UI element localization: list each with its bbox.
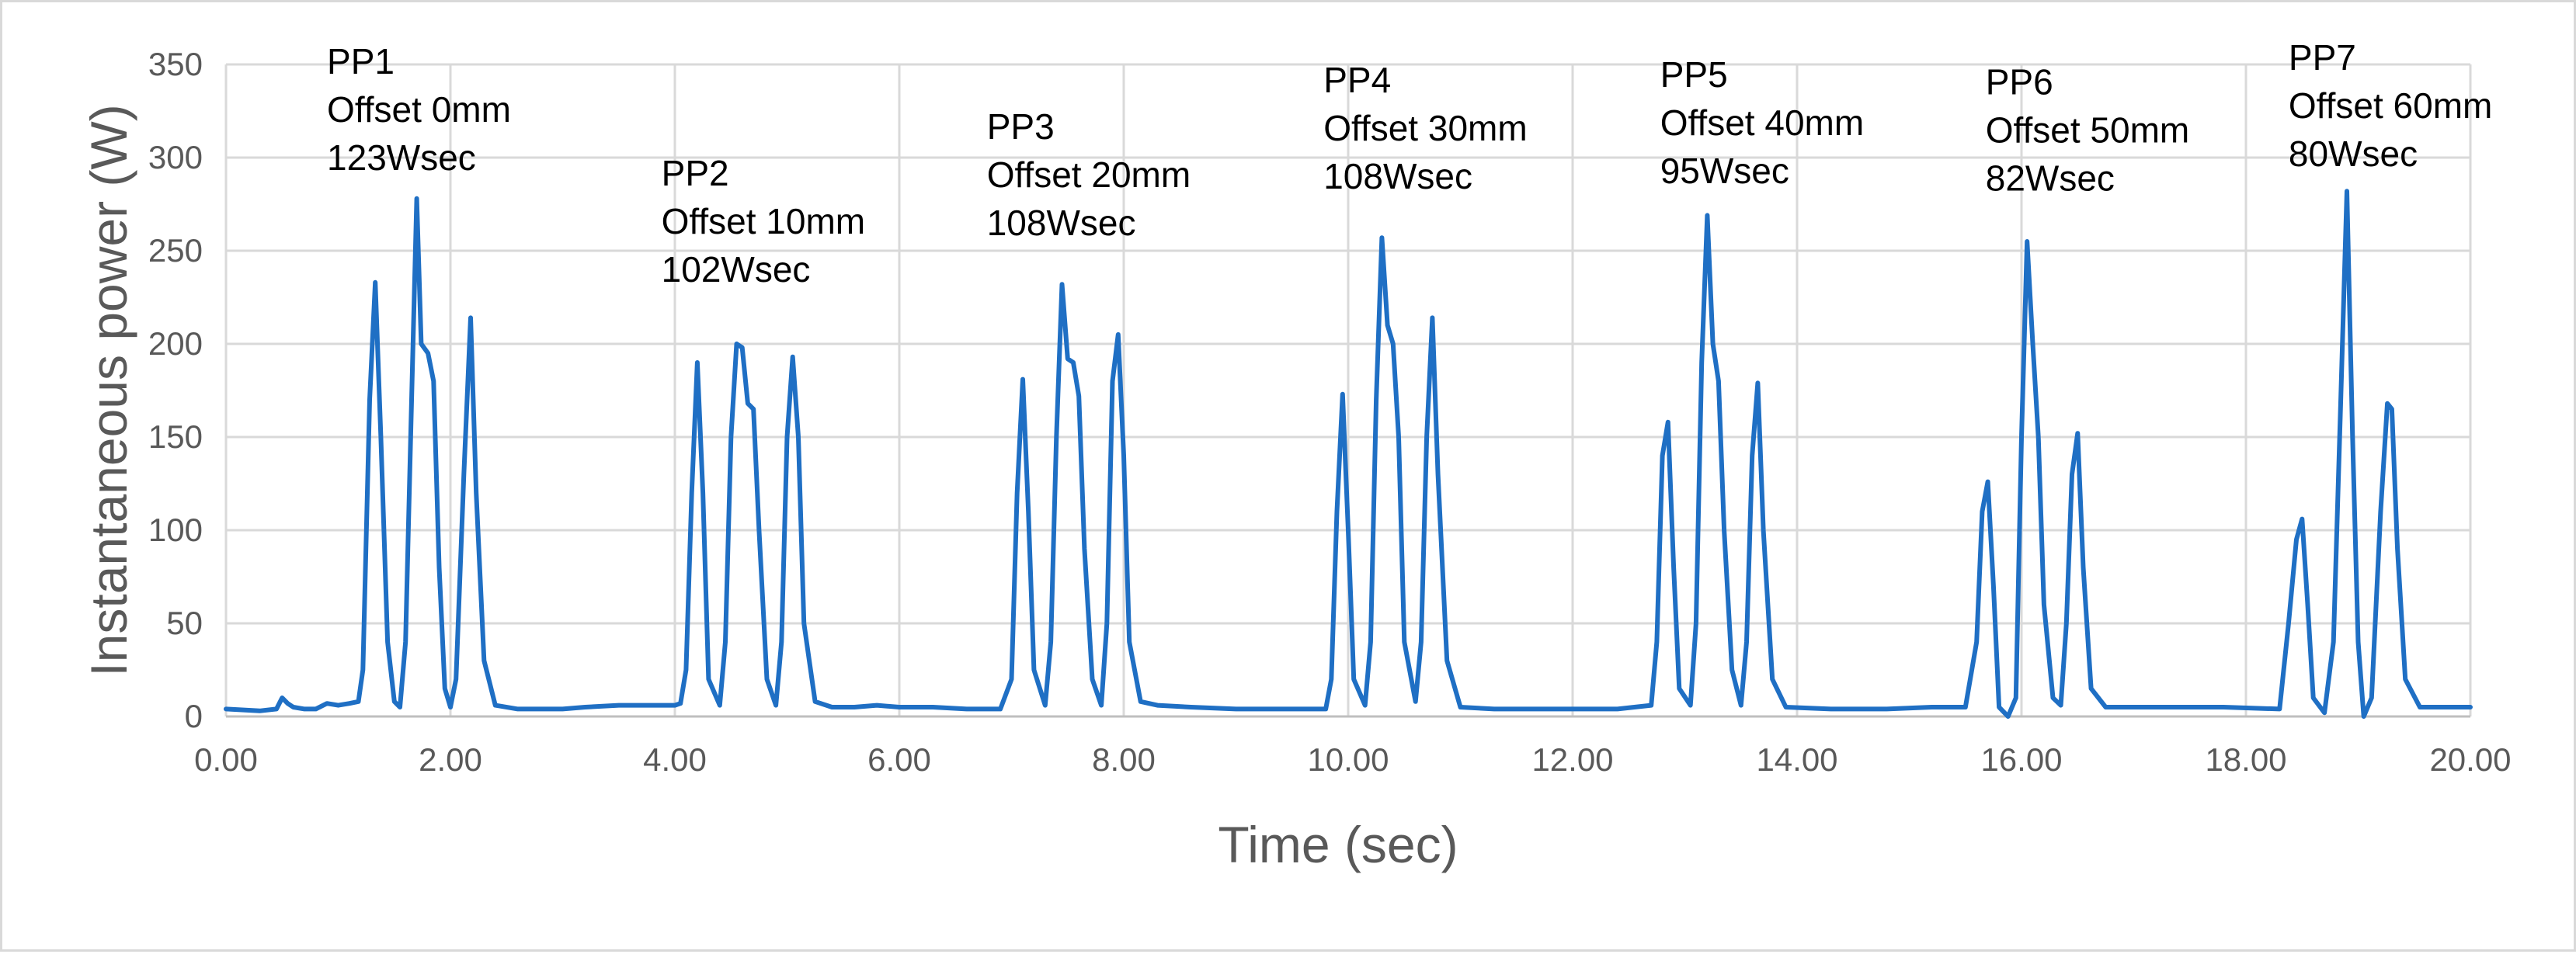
x-tick-label: 14.00: [1756, 741, 1837, 778]
annotation-line: 102Wsec: [662, 249, 811, 290]
y-tick-label: 0: [185, 698, 203, 734]
peak-annotation: PP7 Offset 60mm 80Wsec: [2289, 37, 2492, 174]
peak-annotation: PP2 Offset 10mm 102Wsec: [662, 153, 865, 290]
y-tick-label: 300: [148, 139, 203, 175]
annotation-line: Offset 10mm: [662, 201, 865, 241]
y-tick-label: 150: [148, 418, 203, 455]
y-tick-label: 250: [148, 232, 203, 269]
annotation-line: PP5: [1660, 54, 1728, 95]
y-tick-label: 100: [148, 512, 203, 548]
peak-annotation: PP4 Offset 30mm 108Wsec: [1323, 60, 1527, 196]
y-tick-label: 50: [166, 605, 203, 641]
series-group: [224, 189, 2473, 719]
annotation-line: PP4: [1323, 60, 1391, 100]
annotation-line: Offset 40mm: [1660, 102, 1864, 143]
annotation-line: Offset 50mm: [1986, 109, 2189, 150]
annotation-line: 82Wsec: [1986, 158, 2115, 198]
x-tick-label: 0.00: [194, 741, 258, 778]
x-tick-label: 16.00: [1980, 741, 2062, 778]
annotation-line: Offset 30mm: [1323, 108, 1527, 148]
annotation-line: Offset 20mm: [987, 154, 1191, 195]
annotation-line: Offset 0mm: [327, 89, 511, 130]
annotation-line: PP3: [987, 106, 1055, 147]
annotation-line: 80Wsec: [2289, 134, 2418, 174]
y-axis-title: Instantaneous power (W): [80, 104, 137, 676]
y-axis-tick-labels: 0 50 100 150 200 250 300 350: [148, 46, 203, 734]
peak-annotations: PP1 Offset 0mm 123Wsec PP2 Offset 10mm 102Wse…: [327, 37, 2492, 290]
x-tick-label: 18.00: [2205, 741, 2286, 778]
annotation-line: 95Wsec: [1660, 151, 1789, 191]
peak-annotation: PP1 Offset 0mm 123Wsec: [327, 41, 511, 178]
x-tick-label: 4.00: [643, 741, 707, 778]
peak-annotation: PP5 Offset 40mm 95Wsec: [1660, 54, 1864, 191]
y-tick-label: 350: [148, 46, 203, 82]
annotation-line: 108Wsec: [1323, 156, 1472, 196]
x-tick-label: 10.00: [1307, 741, 1389, 778]
x-tick-label: 20.00: [2429, 741, 2511, 778]
peak-annotation: PP3 Offset 20mm 108Wsec: [987, 106, 1191, 243]
annotation-line: PP6: [1986, 61, 2053, 102]
annotation-line: 108Wsec: [987, 203, 1136, 243]
peak-annotation: PP6 Offset 50mm 82Wsec: [1986, 61, 2189, 198]
x-axis-tick-labels: 0.00 2.00 4.00 6.00 8.00 10.00 12.00 14.00 16.00…: [194, 741, 2511, 778]
annotation-line: PP1: [327, 41, 395, 82]
x-tick-label: 8.00: [1092, 741, 1156, 778]
x-tick-label: 2.00: [419, 741, 482, 778]
x-tick-label: 12.00: [1531, 741, 1613, 778]
y-tick-label: 200: [148, 325, 203, 362]
annotation-line: PP7: [2289, 37, 2356, 78]
annotation-line: Offset 60mm: [2289, 85, 2492, 126]
x-tick-label: 6.00: [867, 741, 931, 778]
annotation-line: 123Wsec: [327, 137, 476, 178]
annotation-line: PP2: [662, 153, 729, 193]
x-axis-title: Time (sec): [1218, 816, 1458, 873]
series-line: [224, 189, 2473, 719]
